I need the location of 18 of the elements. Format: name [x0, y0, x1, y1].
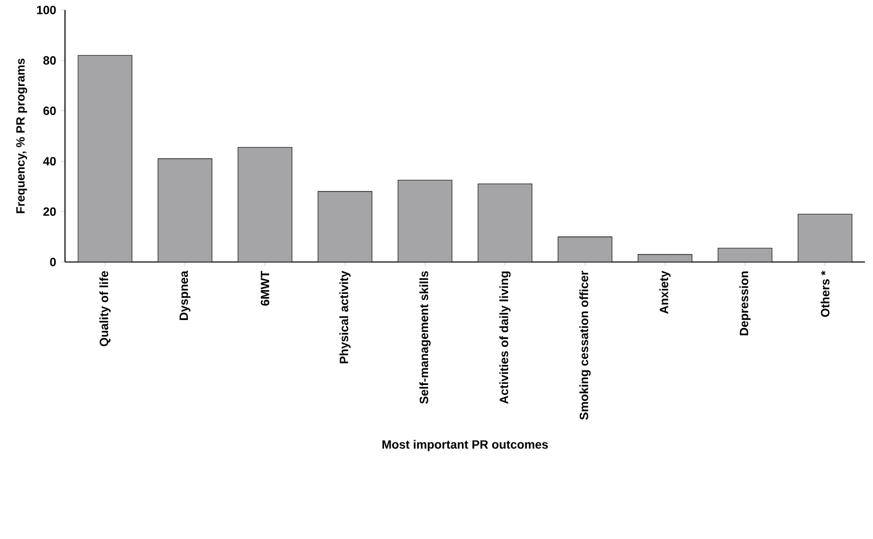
x-tick-label: Self-management skills [419, 271, 431, 404]
x-axis-title: Most important PR outcomes [382, 440, 548, 452]
x-tick-label: Smoking cessation officer [579, 270, 591, 420]
y-tick-label: 80 [43, 56, 56, 65]
x-tick-label: 6MWT [260, 270, 270, 306]
y-tick-label: 40 [43, 156, 56, 166]
x-tick-label: Depression [739, 271, 751, 336]
x-tick-label: Anxiety [659, 270, 671, 314]
x-tick-label: Physical activity [339, 270, 351, 364]
y-tick-label: 20 [43, 207, 56, 216]
y-axis-title: Frequency, % PR programs [16, 58, 28, 214]
y-tick-label: 0 [50, 258, 56, 266]
x-tick-label: Dyspnea [180, 270, 190, 320]
x-tick-label: Others * [820, 270, 830, 317]
y-tick-label: 100 [37, 6, 56, 14]
x-tick-label: Quality of life [99, 271, 111, 346]
y-tick-label: 60 [43, 106, 56, 116]
x-tick-label: Activities of daily living [499, 272, 511, 404]
